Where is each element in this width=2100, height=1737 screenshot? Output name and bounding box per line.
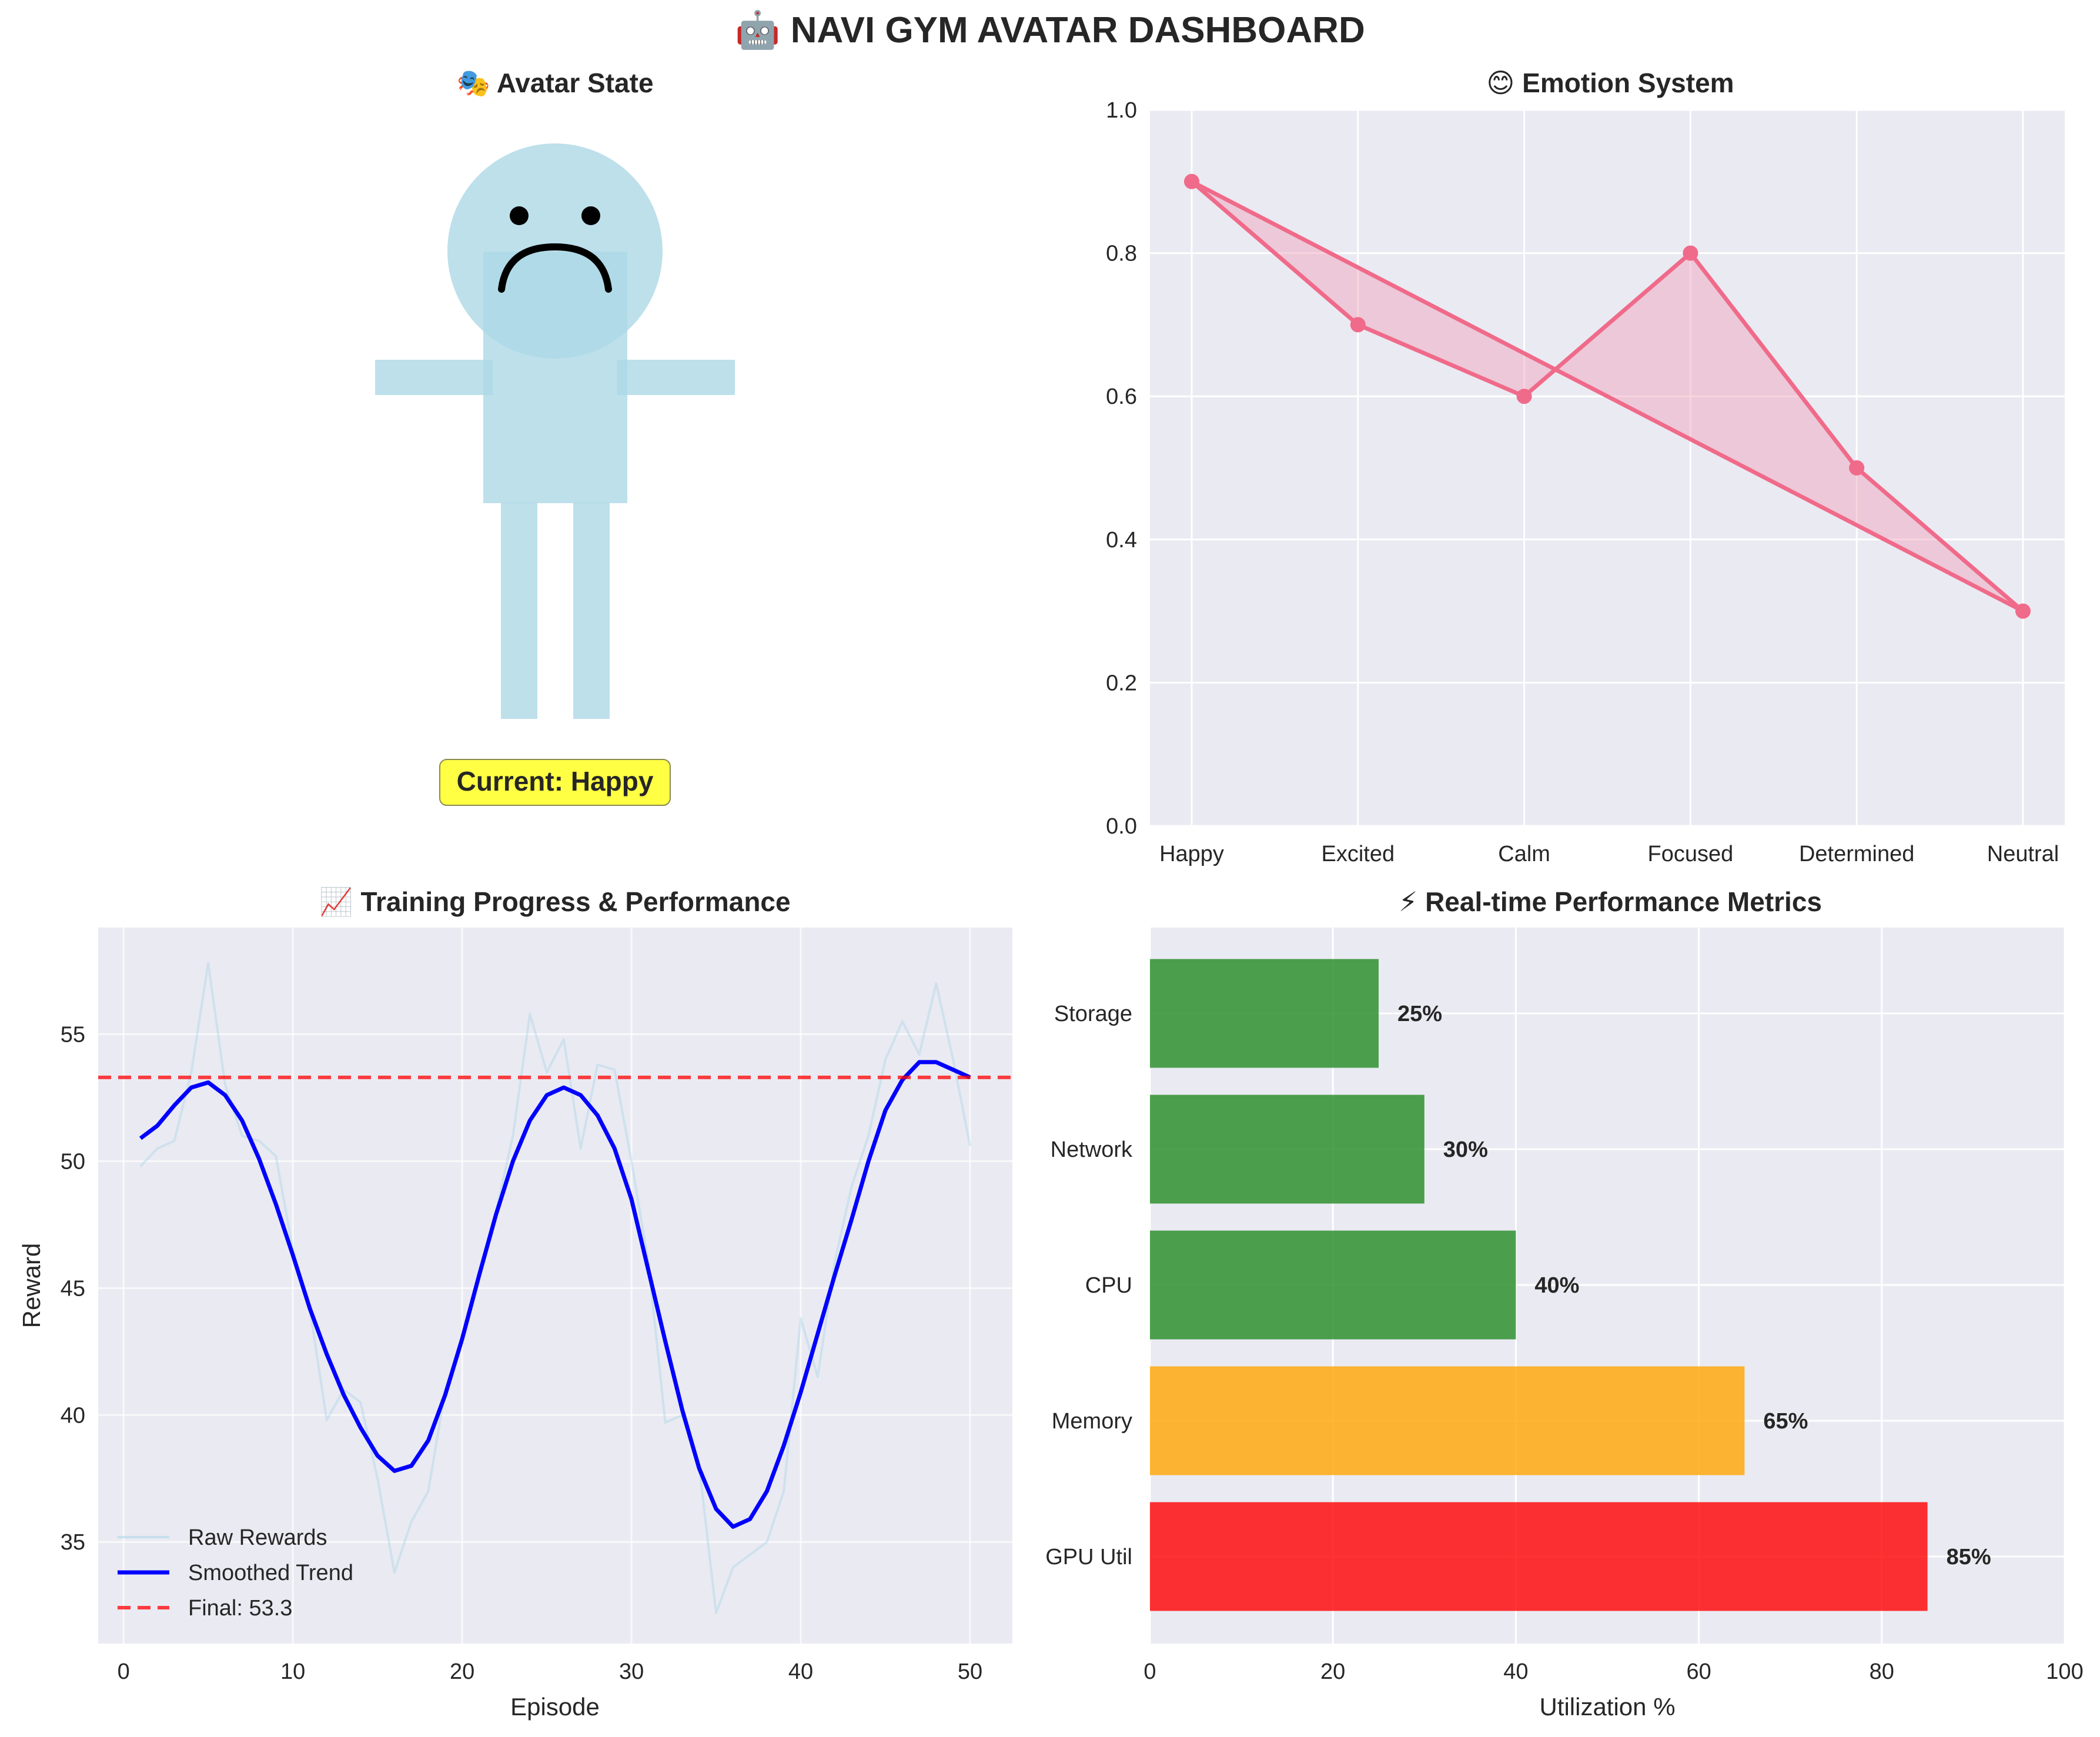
metrics-x-tick-label: 40 [1503, 1659, 1528, 1684]
emotion-y-tick-label: 0.4 [1106, 528, 1137, 553]
avatar-figure [375, 143, 735, 719]
training-x-tick-label: 50 [958, 1659, 982, 1684]
training-legend: Raw Rewards Smoothed Trend Final: 53.3 [118, 1525, 353, 1621]
metric-value-label: 30% [1443, 1137, 1488, 1162]
emotion-y-tick-label: 1.0 [1106, 98, 1137, 123]
training-x-tick-label: 10 [280, 1659, 305, 1684]
training-x-tick-label: 40 [788, 1659, 813, 1684]
training-y-tick-label: 50 [61, 1149, 85, 1174]
metrics-y-tick-label: GPU Util [1045, 1545, 1132, 1569]
training-y-tick-label: 45 [61, 1276, 85, 1301]
avatar-right-leg [573, 503, 610, 719]
legend-smoothed-trend-label: Smoothed Trend [188, 1561, 353, 1585]
avatar-right-arm [617, 360, 735, 395]
training-x-axis-label: Episode [510, 1693, 600, 1721]
avatar-right-eye-icon [581, 206, 600, 225]
training-x-tick-label: 30 [619, 1659, 644, 1684]
metrics-x-axis-label: Utilization % [1539, 1693, 1675, 1721]
training-chart-title: 📈 Training Progress & Performance [319, 886, 790, 918]
metrics-x-tick-label: 80 [1870, 1659, 1894, 1684]
metrics-chart-title: ⚡ Real-time Performance Metrics [1399, 886, 1822, 917]
metrics-x-tick-label: 100 [2046, 1659, 2083, 1684]
emotion-x-tick-label: Excited [1321, 842, 1395, 866]
emotion-point-determined [1849, 460, 1865, 476]
emotion-x-tick-label: Calm [1498, 842, 1550, 866]
avatar-status-label: Current: Happy [457, 766, 654, 796]
training-x-tick-label: 20 [450, 1659, 474, 1684]
dashboard-title: 🤖 NAVI GYM AVATAR DASHBOARD [735, 9, 1365, 51]
emotion-x-tick-label: Happy [1159, 842, 1224, 866]
metric-bar-gpu-util [1150, 1502, 1928, 1611]
emotion-point-happy [1184, 173, 1199, 189]
metrics-y-tick-label: Network [1051, 1137, 1133, 1162]
training-y-tick-label: 55 [61, 1022, 85, 1047]
metrics-x-tick-label: 20 [1320, 1659, 1345, 1684]
avatar-frown-mouth-icon [498, 243, 612, 293]
metrics-x-tick-label: 60 [1686, 1659, 1711, 1684]
metric-bar-storage [1150, 959, 1379, 1068]
avatar-left-eye-icon [510, 206, 529, 225]
emotion-y-tick-label: 0.0 [1106, 814, 1137, 839]
metrics-y-tick-label: Memory [1052, 1409, 1132, 1434]
metric-value-label: 40% [1534, 1273, 1579, 1298]
avatar-head [447, 143, 663, 359]
emotion-plot-area [1150, 110, 2065, 826]
emotion-point-neutral [2015, 603, 2031, 619]
avatar-left-leg [501, 503, 537, 719]
metric-bar-network [1150, 1095, 1424, 1204]
metrics-y-tick-label: Storage [1054, 1002, 1132, 1026]
metric-bar-memory [1150, 1366, 1745, 1475]
metric-value-label: 85% [1947, 1545, 1991, 1569]
smoothed-trend-line [139, 1060, 971, 1529]
emotion-x-tick-label: Focused [1648, 842, 1734, 866]
emotion-y-tick-label: 0.8 [1106, 242, 1137, 266]
avatar-panel: 🎭 Avatar State Current: Happy [375, 68, 735, 806]
emotion-point-calm [1516, 389, 1532, 404]
emotion-x-tick-label: Determined [1799, 842, 1914, 866]
training-chart: 📈 Training Progress & Performance 35 40 45… [18, 886, 1012, 1721]
metric-value-label: 25% [1397, 1002, 1442, 1026]
training-y-tick-label: 40 [61, 1403, 85, 1428]
emotion-chart: 😊 Emotion System 0.0 0.2 0.4 0.6 0.8 1.0 Happy… [1106, 68, 2065, 866]
emotion-chart-title: 😊 Emotion System [1486, 68, 1734, 98]
metric-value-label: 65% [1763, 1409, 1808, 1434]
metrics-x-tick-label: 0 [1143, 1659, 1156, 1684]
training-y-tick-label: 35 [61, 1530, 85, 1555]
avatar-status-badge [439, 759, 671, 806]
training-y-axis-label: Reward [18, 1243, 45, 1328]
metric-bar-cpu [1150, 1230, 1516, 1340]
emotion-x-tick-label: Neutral [1987, 842, 2059, 866]
emotion-point-excited [1350, 317, 1366, 333]
metrics-chart: ⚡ Real-time Performance Metrics 85% 65% 40… [1045, 886, 2084, 1721]
emotion-y-tick-label: 0.6 [1106, 384, 1137, 409]
avatar-panel-title: 🎭 Avatar State [456, 68, 653, 98]
legend-final-label: Final: 53.3 [188, 1596, 292, 1621]
emotion-point-focused [1683, 245, 1698, 261]
training-x-tick-label: 0 [118, 1659, 130, 1684]
emotion-y-tick-label: 0.2 [1106, 671, 1137, 695]
metrics-y-tick-label: CPU [1085, 1273, 1132, 1298]
avatar-left-arm [375, 360, 493, 395]
training-plot-area [98, 928, 1012, 1644]
legend-raw-rewards-label: Raw Rewards [188, 1525, 327, 1550]
